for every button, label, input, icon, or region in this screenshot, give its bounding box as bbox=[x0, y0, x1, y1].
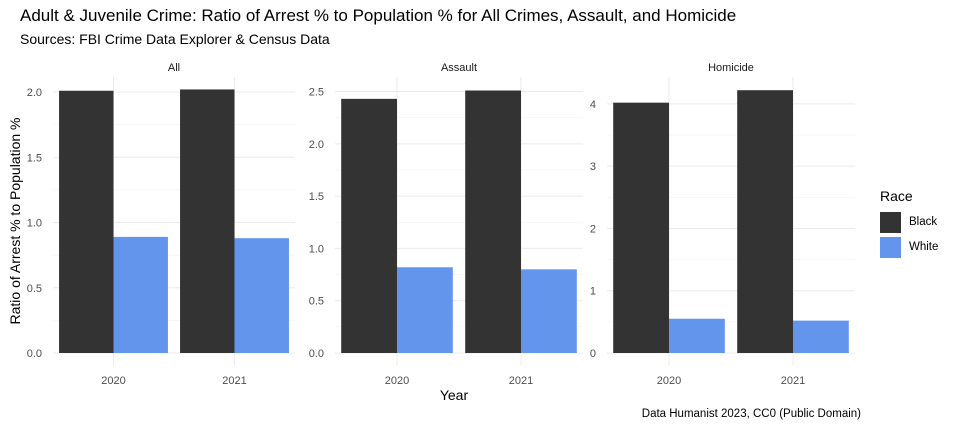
x-tick-label: 2020 bbox=[657, 375, 681, 387]
bar-assault-2021-white bbox=[521, 269, 577, 353]
y-tick-label: 0.5 bbox=[27, 283, 42, 295]
bar-homicide-2021-black bbox=[737, 90, 793, 353]
facet-label-homicide: Homicide bbox=[708, 62, 754, 74]
facet-label-all: All bbox=[168, 62, 180, 74]
y-tick-label: 0.0 bbox=[309, 348, 324, 360]
y-tick-label: 1 bbox=[590, 286, 596, 298]
legend-title: Race bbox=[880, 188, 913, 204]
y-axis-title: Ratio of Arrest % to Population % bbox=[7, 118, 23, 325]
y-tick-label: 2.0 bbox=[309, 139, 324, 151]
legend: Race Black White bbox=[880, 188, 938, 260]
bar-homicide-2021-white bbox=[793, 320, 849, 353]
x-tick-label: 2020 bbox=[385, 375, 409, 387]
legend-label-white: White bbox=[909, 241, 939, 253]
y-tick-label: 0.0 bbox=[27, 348, 42, 360]
bar-all-2020-white bbox=[113, 236, 168, 353]
legend-item-white: White bbox=[880, 235, 938, 259]
y-tick-label: 1.5 bbox=[309, 191, 324, 203]
facet-label-assault: Assault bbox=[441, 62, 477, 74]
x-tick-label: 2020 bbox=[101, 375, 125, 387]
bar-all-2021-black bbox=[180, 89, 235, 353]
bar-all-2021-white bbox=[234, 238, 289, 353]
x-tick-label: 2021 bbox=[222, 375, 246, 387]
x-axis-title: Year bbox=[440, 387, 469, 403]
y-tick-label: 3 bbox=[590, 161, 596, 173]
legend-label-black: Black bbox=[909, 216, 938, 228]
y-tick-label: 2 bbox=[590, 223, 596, 235]
y-tick-label: 4 bbox=[590, 99, 596, 111]
bar-all-2020-black bbox=[59, 90, 114, 353]
bar-homicide-2020-white bbox=[669, 318, 725, 353]
legend-item-black: Black bbox=[880, 210, 938, 234]
y-tick-label: 2.5 bbox=[309, 87, 324, 99]
y-tick-label: 0 bbox=[590, 348, 596, 360]
legend-key-white bbox=[880, 236, 901, 258]
x-tick-label: 2021 bbox=[509, 375, 533, 387]
legend-key-black bbox=[880, 211, 901, 233]
y-tick-label: 0.5 bbox=[309, 296, 324, 308]
chart-title: Adult & Juvenile Crime: Ratio of Arrest … bbox=[20, 6, 737, 25]
x-tick-label: 2021 bbox=[781, 375, 805, 387]
y-tick-label: 2.0 bbox=[27, 87, 42, 99]
bar-assault-2020-black bbox=[341, 98, 397, 353]
y-tick-label: 1.0 bbox=[27, 218, 42, 230]
bar-homicide-2020-black bbox=[613, 102, 669, 353]
chart-caption: Data Humanist 2023, CC0 (Public Domain) bbox=[641, 408, 861, 420]
y-tick-label: 1.5 bbox=[27, 152, 42, 164]
bar-assault-2020-white bbox=[397, 267, 453, 353]
bar-assault-2021-black bbox=[465, 90, 521, 353]
y-tick-label: 1.0 bbox=[309, 243, 324, 255]
chart-subtitle: Sources: FBI Crime Data Explorer & Censu… bbox=[20, 31, 330, 47]
